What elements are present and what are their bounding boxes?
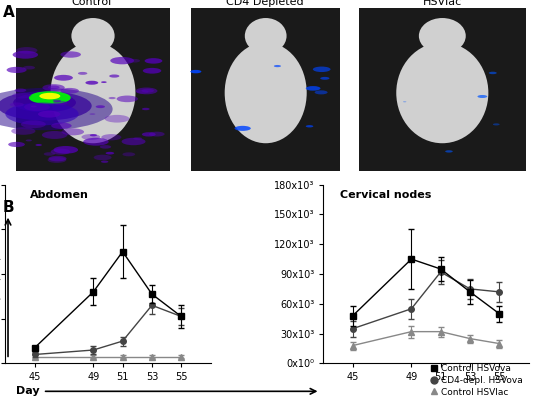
Circle shape [108,97,116,99]
Bar [191,8,340,171]
Circle shape [274,65,281,67]
Circle shape [100,145,111,149]
Circle shape [12,93,32,99]
Circle shape [145,58,162,64]
Circle shape [78,72,88,75]
Circle shape [83,138,109,146]
Circle shape [489,72,497,74]
Circle shape [477,95,487,98]
Circle shape [11,127,35,135]
Circle shape [128,59,140,63]
Circle shape [90,113,95,115]
Circle shape [44,152,55,156]
Circle shape [5,102,78,126]
Circle shape [234,126,251,131]
Circle shape [106,152,114,154]
Circle shape [320,77,329,80]
Circle shape [10,102,24,107]
Text: Day: Day [17,386,40,396]
Circle shape [6,67,27,73]
Circle shape [49,156,67,161]
Bar [16,8,170,171]
Text: Control: Control [72,0,112,7]
Circle shape [142,132,156,137]
Text: A: A [3,5,14,20]
Circle shape [53,101,67,105]
Circle shape [8,142,25,147]
Circle shape [26,140,32,141]
Circle shape [48,157,66,163]
Circle shape [29,91,70,104]
Circle shape [143,68,161,74]
Ellipse shape [245,18,287,54]
Text: CD4 Depleted: CD4 Depleted [225,0,303,7]
Circle shape [122,152,135,156]
Text: Abdomen: Abdomen [30,190,89,200]
Circle shape [306,86,320,91]
Circle shape [13,93,76,112]
Circle shape [315,90,327,95]
Ellipse shape [225,43,307,143]
Circle shape [116,95,138,102]
Circle shape [48,85,60,89]
Circle shape [61,128,84,135]
Circle shape [51,123,72,129]
Circle shape [42,84,65,91]
Circle shape [14,88,26,92]
Circle shape [51,149,70,155]
Circle shape [136,88,158,94]
Circle shape [190,70,201,74]
Circle shape [90,134,97,136]
Circle shape [93,155,112,160]
Text: Cervical nodes: Cervical nodes [340,190,431,200]
Circle shape [101,161,108,163]
Circle shape [105,115,129,123]
Circle shape [313,66,331,72]
Circle shape [31,105,37,107]
Text: Photon/Sec/cm²/Sr: Photon/Sec/cm²/Sr [0,245,2,329]
Circle shape [16,47,37,54]
Legend: Control HSVova, CD4-depl. HSVova, Control HSVlac: Control HSVova, CD4-depl. HSVova, Contro… [427,361,527,400]
Ellipse shape [419,18,466,54]
Ellipse shape [396,43,489,143]
Circle shape [13,51,38,59]
Circle shape [24,103,50,111]
Circle shape [493,123,500,126]
Circle shape [149,132,164,137]
Circle shape [85,81,98,85]
Circle shape [142,108,150,110]
Circle shape [101,134,121,140]
Text: HSVlac: HSVlac [423,0,462,7]
Circle shape [403,101,406,102]
Circle shape [306,125,313,128]
Circle shape [42,131,67,139]
Circle shape [0,91,92,121]
Circle shape [40,93,60,100]
Circle shape [23,66,35,69]
Ellipse shape [51,43,136,143]
Circle shape [60,51,81,58]
Circle shape [136,90,148,94]
Bar [359,8,526,171]
Circle shape [53,100,61,102]
Circle shape [53,146,78,154]
Circle shape [111,57,134,64]
Circle shape [21,121,46,128]
Circle shape [54,75,73,81]
Circle shape [142,89,154,93]
Circle shape [38,111,60,118]
Circle shape [82,134,100,140]
Ellipse shape [72,18,115,54]
Circle shape [96,105,105,108]
Circle shape [445,150,453,152]
Circle shape [0,88,113,130]
Circle shape [35,144,42,146]
Circle shape [122,138,146,145]
Text: B: B [3,200,14,215]
Circle shape [101,81,107,83]
Circle shape [109,74,120,78]
Circle shape [134,137,142,140]
Circle shape [60,88,79,94]
